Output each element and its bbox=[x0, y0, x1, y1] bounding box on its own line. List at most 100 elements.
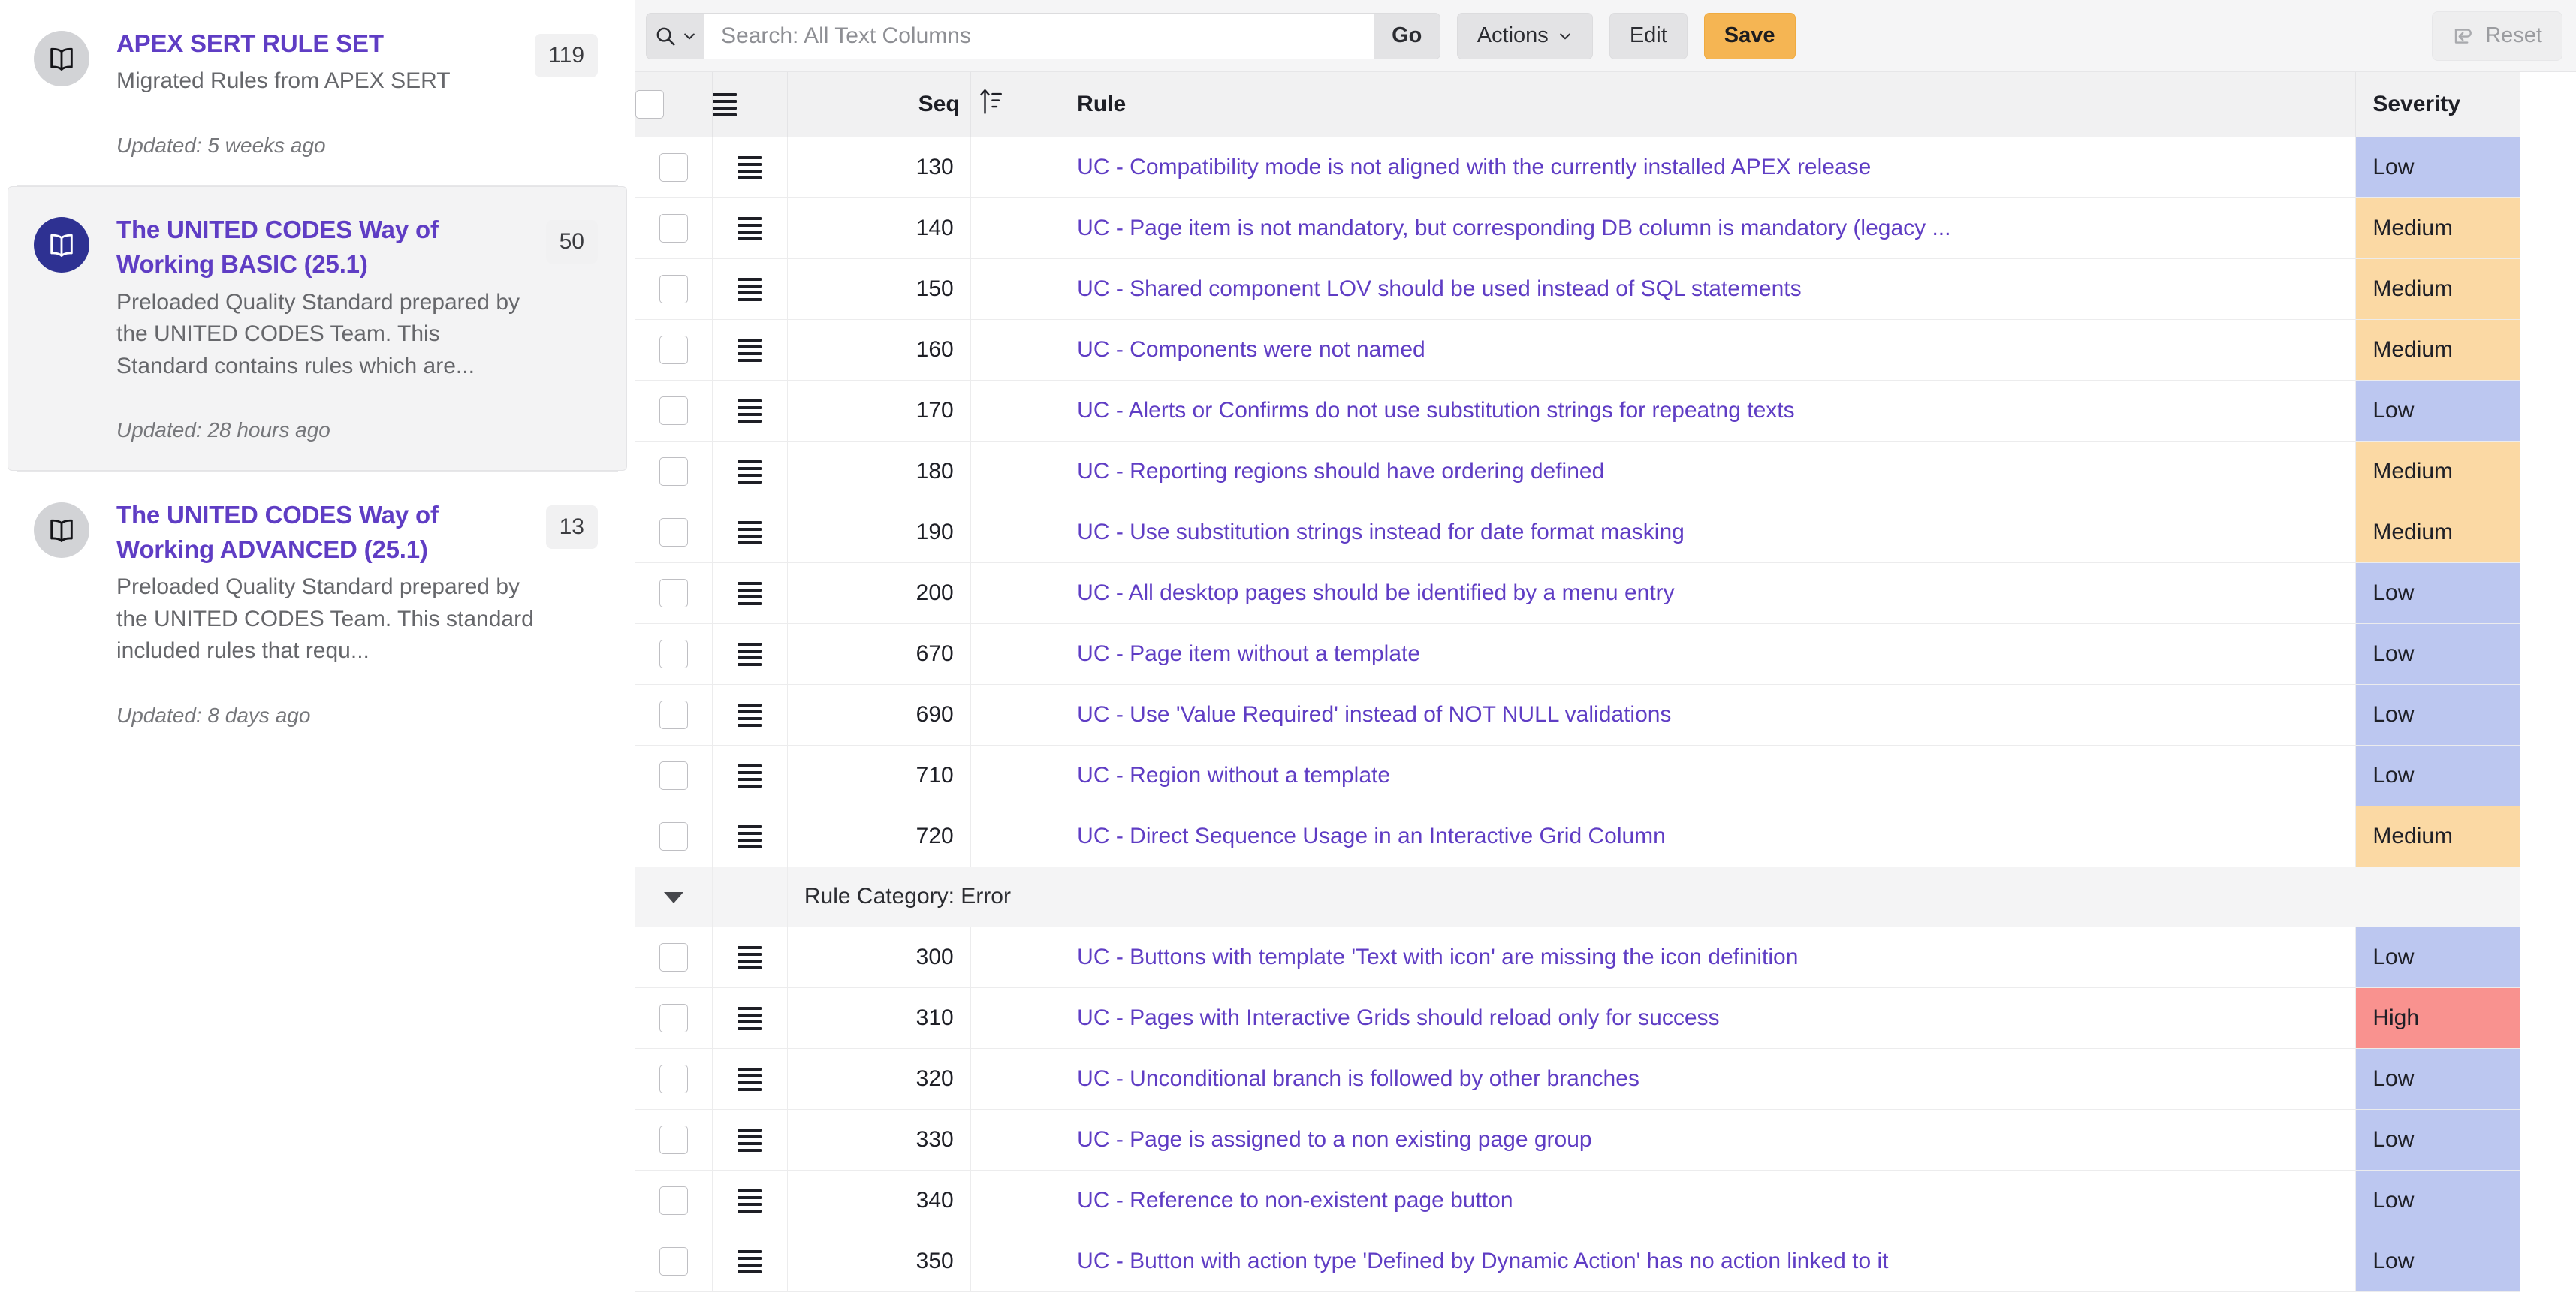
cell-rule[interactable]: UC - Reporting regions should have order… bbox=[1060, 441, 2357, 502]
header-select-all[interactable] bbox=[635, 72, 713, 137]
row-checkbox[interactable] bbox=[659, 942, 688, 972]
rule-link[interactable]: UC - All desktop pages should be identif… bbox=[1077, 580, 1675, 605]
rule-link[interactable]: UC - Buttons with template 'Text with ic… bbox=[1077, 944, 1799, 969]
edit-button[interactable]: Edit bbox=[1609, 12, 1688, 59]
rule-link[interactable]: UC - Use substitution strings instead fo… bbox=[1077, 519, 1685, 544]
search-input[interactable] bbox=[704, 12, 1374, 59]
row-select-cell[interactable] bbox=[635, 258, 713, 320]
row-menu-cell[interactable] bbox=[712, 137, 788, 198]
cell-rule[interactable]: UC - Button with action type 'Defined by… bbox=[1060, 1231, 2357, 1292]
row-select-cell[interactable] bbox=[635, 684, 713, 746]
row-menu-cell[interactable] bbox=[712, 1109, 788, 1171]
row-select-cell[interactable] bbox=[635, 806, 713, 867]
row-menu-cell[interactable] bbox=[712, 684, 788, 746]
actions-button[interactable]: Actions bbox=[1456, 12, 1593, 59]
row-select-cell[interactable] bbox=[635, 197, 713, 259]
rule-link[interactable]: UC - Alerts or Confirms do not use subst… bbox=[1077, 397, 1795, 423]
row-select-cell[interactable] bbox=[635, 987, 713, 1049]
row-menu-cell[interactable] bbox=[712, 745, 788, 806]
hamburger-icon[interactable] bbox=[738, 460, 762, 484]
cell-rule[interactable]: UC - Reference to non-existent page butt… bbox=[1060, 1170, 2357, 1231]
table-row[interactable]: 310 UC - Pages with Interactive Grids sho… bbox=[635, 987, 2576, 1049]
table-row[interactable]: 130 UC - Compatibility mode is not aligne… bbox=[635, 137, 2576, 198]
rule-link[interactable]: UC - Page is assigned to a non existing … bbox=[1077, 1126, 1592, 1152]
hamburger-icon[interactable] bbox=[738, 946, 762, 970]
table-row[interactable]: 180 UC - Reporting regions should have or… bbox=[635, 441, 2576, 502]
hamburger-icon[interactable] bbox=[738, 399, 762, 423]
row-select-cell[interactable] bbox=[635, 380, 713, 442]
row-checkbox[interactable] bbox=[659, 578, 688, 607]
rule-link[interactable]: UC - Button with action type 'Defined by… bbox=[1077, 1248, 1889, 1273]
row-checkbox[interactable] bbox=[659, 821, 688, 851]
table-row[interactable]: 350 UC - Button with action type 'Defined… bbox=[635, 1231, 2576, 1292]
sort-ascending-icon[interactable] bbox=[979, 86, 1004, 116]
row-select-cell[interactable] bbox=[635, 319, 713, 381]
table-row[interactable]: 190 UC - Use substitution strings instead… bbox=[635, 502, 2576, 563]
rule-set-title[interactable]: APEX SERT RULE SET bbox=[116, 29, 384, 57]
row-checkbox[interactable] bbox=[659, 700, 688, 729]
hamburger-icon[interactable] bbox=[738, 764, 762, 788]
row-menu-cell[interactable] bbox=[712, 1048, 788, 1110]
cell-rule[interactable]: UC - Page item without a template bbox=[1060, 623, 2357, 685]
cell-rule[interactable]: UC - Use substitution strings instead fo… bbox=[1060, 502, 2357, 563]
hamburger-icon[interactable] bbox=[738, 643, 762, 667]
row-menu-cell[interactable] bbox=[712, 380, 788, 442]
hamburger-icon[interactable] bbox=[738, 278, 762, 302]
hamburger-icon[interactable] bbox=[738, 1129, 762, 1153]
row-menu-cell[interactable] bbox=[712, 806, 788, 867]
row-select-cell[interactable] bbox=[635, 1048, 713, 1110]
row-menu-cell[interactable] bbox=[712, 562, 788, 624]
cell-rule[interactable]: UC - Compatibility mode is not aligned w… bbox=[1060, 137, 2357, 198]
hamburger-icon[interactable] bbox=[738, 1007, 762, 1031]
rule-set-title[interactable]: The UNITED CODES Way of Working BASIC (2… bbox=[116, 215, 439, 279]
row-menu-cell[interactable] bbox=[712, 319, 788, 381]
row-select-cell[interactable] bbox=[635, 1231, 713, 1292]
table-row[interactable]: 170 UC - Alerts or Confirms do not use su… bbox=[635, 380, 2576, 442]
row-menu-cell[interactable] bbox=[712, 1231, 788, 1292]
row-checkbox[interactable] bbox=[659, 213, 688, 243]
row-checkbox[interactable] bbox=[659, 639, 688, 668]
rule-link[interactable]: UC - Direct Sequence Usage in an Interac… bbox=[1077, 823, 1666, 848]
table-row[interactable]: 300 UC - Buttons with template 'Text with… bbox=[635, 927, 2576, 988]
row-menu-cell[interactable] bbox=[712, 1170, 788, 1231]
hamburger-icon[interactable] bbox=[712, 93, 737, 117]
cell-rule[interactable]: UC - Shared component LOV should be used… bbox=[1060, 258, 2357, 320]
row-select-cell[interactable] bbox=[635, 137, 713, 198]
rule-set-title[interactable]: The UNITED CODES Way of Working ADVANCED… bbox=[116, 500, 439, 563]
header-row-menu[interactable] bbox=[712, 72, 788, 137]
rule-link[interactable]: UC - Compatibility mode is not aligned w… bbox=[1077, 154, 1872, 179]
table-row[interactable]: 320 UC - Unconditional branch is followed… bbox=[635, 1048, 2576, 1110]
hamburger-icon[interactable] bbox=[738, 582, 762, 606]
row-menu-cell[interactable] bbox=[712, 502, 788, 563]
cell-rule[interactable]: UC - Region without a template bbox=[1060, 745, 2357, 806]
cell-rule[interactable]: UC - All desktop pages should be identif… bbox=[1060, 562, 2357, 624]
table-row[interactable]: 340 UC - Reference to non-existent page b… bbox=[635, 1170, 2576, 1231]
row-checkbox[interactable] bbox=[659, 1125, 688, 1154]
row-select-cell[interactable] bbox=[635, 1109, 713, 1171]
rule-link[interactable]: UC - Pages with Interactive Grids should… bbox=[1077, 1005, 1720, 1030]
row-checkbox[interactable] bbox=[659, 1246, 688, 1276]
rule-set-card[interactable]: The UNITED CODES Way of Working BASIC (2… bbox=[8, 186, 627, 471]
row-menu-cell[interactable] bbox=[712, 258, 788, 320]
rule-set-card[interactable]: APEX SERT RULE SET Migrated Rules from AP… bbox=[8, 0, 627, 186]
table-row[interactable]: 720 UC - Direct Sequence Usage in an Inte… bbox=[635, 806, 2576, 867]
row-checkbox[interactable] bbox=[659, 396, 688, 425]
cell-rule[interactable]: UC - Direct Sequence Usage in an Interac… bbox=[1060, 806, 2357, 867]
hamburger-icon[interactable] bbox=[738, 1189, 762, 1213]
save-button[interactable]: Save bbox=[1703, 12, 1796, 59]
go-button[interactable]: Go bbox=[1374, 12, 1440, 59]
row-checkbox[interactable] bbox=[659, 335, 688, 364]
row-checkbox[interactable] bbox=[659, 1064, 688, 1093]
search-scope-button[interactable] bbox=[646, 12, 704, 59]
cell-rule[interactable]: UC - Use 'Value Required' instead of NOT… bbox=[1060, 684, 2357, 746]
row-checkbox[interactable] bbox=[659, 517, 688, 547]
row-select-cell[interactable] bbox=[635, 502, 713, 563]
rule-link[interactable]: UC - Page item is not mandatory, but cor… bbox=[1077, 215, 1951, 240]
rule-link[interactable]: UC - Use 'Value Required' instead of NOT… bbox=[1077, 701, 1672, 727]
rule-set-card[interactable]: The UNITED CODES Way of Working ADVANCED… bbox=[8, 471, 627, 756]
row-checkbox[interactable] bbox=[659, 274, 688, 303]
hamburger-icon[interactable] bbox=[738, 1250, 762, 1274]
